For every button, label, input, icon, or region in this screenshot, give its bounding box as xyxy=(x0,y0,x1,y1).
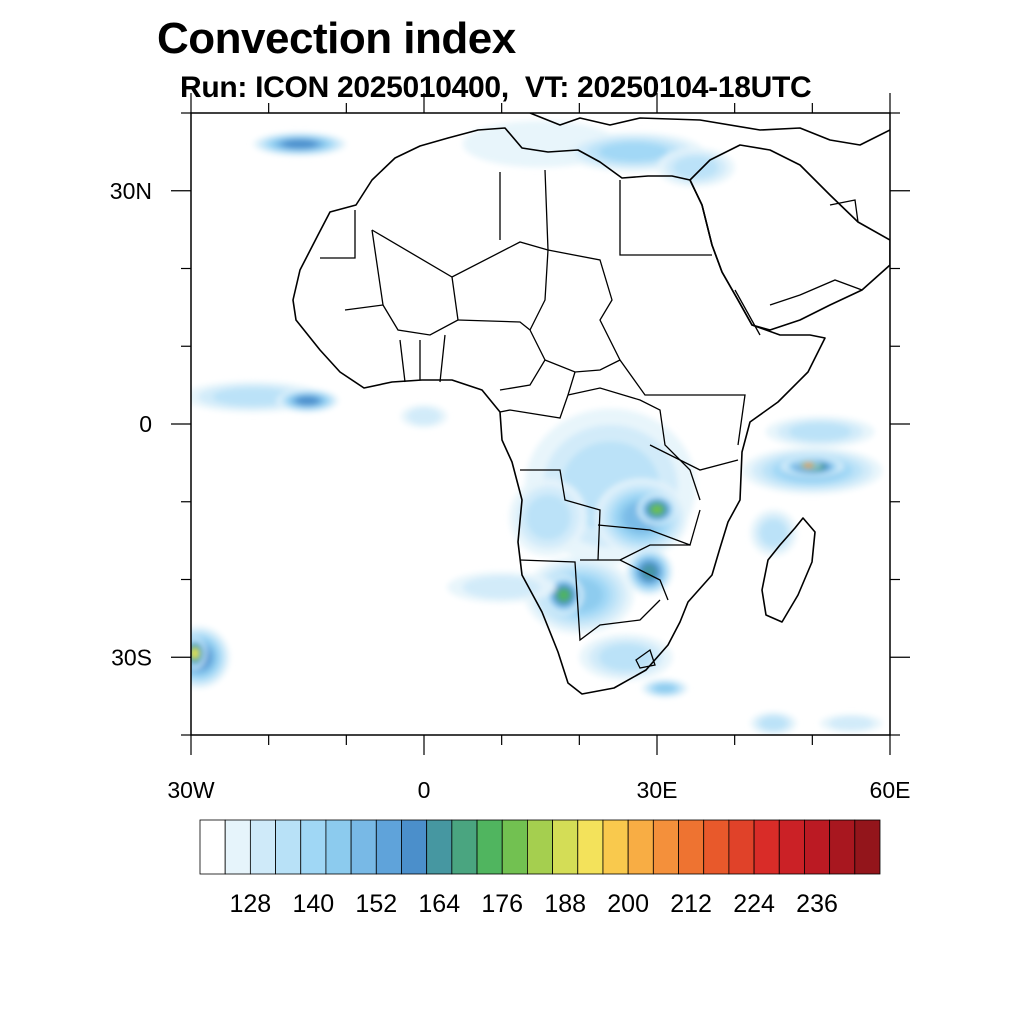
colorbar-swatch xyxy=(678,819,705,875)
colorbar-swatch xyxy=(249,819,276,875)
field-indian-ocean-north xyxy=(765,416,875,448)
colorbar-swatch xyxy=(753,819,780,875)
field-contour xyxy=(654,684,675,693)
field-natal-coast xyxy=(641,679,689,698)
colorbar-swatch xyxy=(476,819,503,875)
colorbar-swatch xyxy=(527,819,553,875)
field-south-atlantic-band xyxy=(447,571,557,603)
colorbar-label: 200 xyxy=(607,890,649,918)
map-subtitle: Run: ICON 2025010400, VT: 20250104-18UTC xyxy=(180,71,812,104)
colorbar-swatch xyxy=(652,819,679,875)
europe-coastline xyxy=(529,113,890,146)
field-zimbabwe xyxy=(625,548,673,596)
colorbar-label: 128 xyxy=(230,890,272,918)
colorbar-swatch xyxy=(401,819,428,875)
colorbar-swatch xyxy=(451,819,478,875)
y-tick-label: 0 xyxy=(139,411,152,437)
colorbar-label: 212 xyxy=(670,890,712,918)
field-contour xyxy=(805,464,812,467)
colorbar-label: 164 xyxy=(418,890,460,918)
colorbar-swatch xyxy=(577,819,604,875)
colorbar-swatch xyxy=(778,819,805,875)
map-title: Convection index xyxy=(157,14,516,63)
colorbar-swatch xyxy=(350,819,377,875)
field-contour xyxy=(191,649,198,658)
colorbar-swatch xyxy=(199,819,226,875)
colorbar-label: 188 xyxy=(544,890,586,918)
madagascar-coastline xyxy=(761,517,816,623)
x-tick-label: 0 xyxy=(418,777,431,803)
colorbar-swatch xyxy=(426,819,453,875)
field-gulf-guinea-east xyxy=(400,404,448,428)
field-contour xyxy=(283,140,316,149)
field-contour xyxy=(641,564,657,580)
colorbar-label: 236 xyxy=(796,890,838,918)
field-contour xyxy=(828,716,874,731)
x-tick-label: 30E xyxy=(637,777,678,803)
field-gulf-guinea-core xyxy=(276,389,339,413)
africa-coastline xyxy=(292,127,826,695)
field-contour xyxy=(462,576,541,599)
field-south-africa-south xyxy=(579,633,673,681)
field-contour xyxy=(788,422,852,441)
field-contour xyxy=(651,505,663,514)
field-contour xyxy=(558,589,570,601)
y-tick-label: 30N xyxy=(110,178,152,204)
colorbar-swatch xyxy=(854,819,881,875)
field-contour xyxy=(760,519,787,547)
field-indian-ocean-hot xyxy=(796,460,821,470)
x-tick-label: 30W xyxy=(167,777,215,803)
field-south-indian-east xyxy=(820,714,883,733)
colorbar-swatch xyxy=(552,819,579,875)
colorbar-swatch xyxy=(804,819,831,875)
colorbar-swatch xyxy=(728,819,755,875)
field-atlantic-north-streak xyxy=(253,132,347,156)
field-contour xyxy=(296,396,319,405)
y-tick-label: 30S xyxy=(111,644,152,670)
field-south-indian-south xyxy=(750,711,797,735)
field-zambia-hot xyxy=(637,493,677,526)
field-contour xyxy=(407,407,441,425)
field-contour xyxy=(599,643,653,671)
colorbar-swatch xyxy=(300,819,327,875)
colorbar-swatch xyxy=(275,819,302,875)
colorbar-label: 152 xyxy=(355,890,397,918)
colorbar-swatch xyxy=(501,819,528,875)
field-namibia-hot xyxy=(544,575,584,615)
colorbar-label: 176 xyxy=(481,890,523,918)
colorbar-labels: 128 140 152 164 176 188 200 212 224 236 xyxy=(230,890,838,918)
colorbar-swatch xyxy=(829,819,856,875)
field-angola-coast xyxy=(509,478,588,557)
field-contour xyxy=(673,156,719,179)
axis-ticks xyxy=(171,93,910,755)
colorbar-swatch xyxy=(325,819,352,875)
field-contour xyxy=(760,716,787,731)
colorbar-swatch xyxy=(224,819,251,875)
country-borders xyxy=(320,169,863,669)
colorbar-swatch xyxy=(602,819,629,875)
x-tick-label: 60E xyxy=(870,777,911,803)
colorbar-swatch xyxy=(375,819,402,875)
field-contour xyxy=(599,142,668,162)
colorbar-label: 224 xyxy=(733,890,775,918)
colorbar-swatch xyxy=(627,819,654,875)
colorbar-label: 140 xyxy=(292,890,334,918)
field-contour xyxy=(212,387,294,406)
field-sw-corner-hot xyxy=(191,637,207,669)
convection-field xyxy=(191,120,883,735)
axis-tick-labels: 30W 0 30E 60E 30N 0 30S xyxy=(110,178,911,803)
field-contour xyxy=(525,494,571,540)
colorbar xyxy=(199,819,881,875)
colorbar-swatch xyxy=(703,819,730,875)
